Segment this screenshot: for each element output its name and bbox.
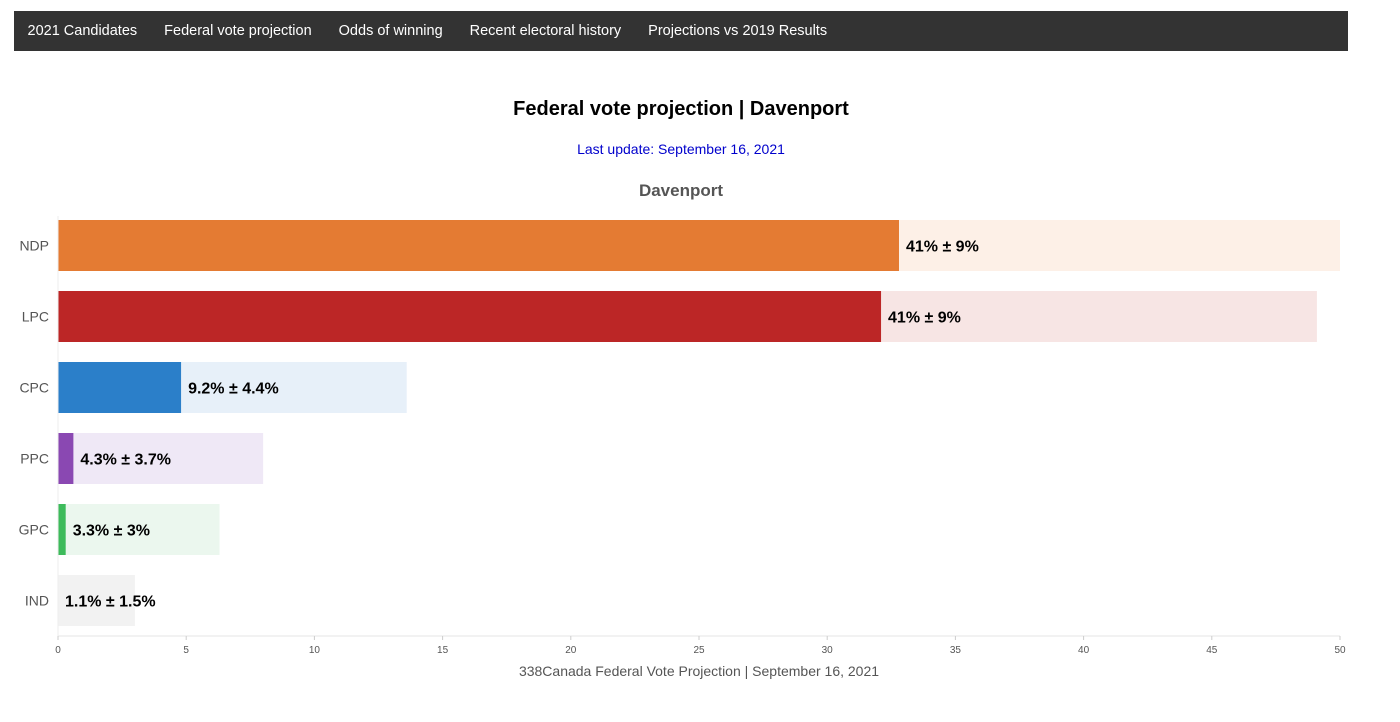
last-update: Last update: September 16, 2021 (577, 141, 785, 157)
value-bar-ppc (58, 433, 74, 484)
data-label-ind: 1.1% ± 1.5% (65, 594, 156, 611)
nav-projections-vs-2019[interactable]: Projections vs 2019 Results (648, 23, 828, 39)
category-label-cpc: CPC (19, 380, 49, 396)
page-title: Federal vote projection | Davenport (513, 98, 849, 120)
top-navbar: 2021 Candidates Federal vote projection … (14, 11, 1348, 51)
data-label-cpc: 9.2% ± 4.4% (188, 381, 279, 398)
value-bar-cpc (58, 362, 182, 413)
data-label-lpc: 41% ± 9% (888, 310, 961, 327)
range-bar-gpc (58, 504, 220, 555)
category-label-lpc: LPC (22, 309, 49, 325)
range-bar-ind (58, 575, 135, 626)
chart-title: Davenport (639, 181, 723, 200)
x-tick-label-50: 50 (1334, 645, 1346, 656)
x-tick-label-20: 20 (565, 645, 577, 656)
x-tick-label-40: 40 (1078, 645, 1090, 656)
data-label-ppc: 4.3% ± 3.7% (80, 452, 171, 469)
x-tick-label-10: 10 (309, 645, 321, 656)
x-tick-label-15: 15 (437, 645, 449, 656)
nav-federal-vote-projection[interactable]: Federal vote projection (164, 23, 312, 39)
data-label-gpc: 3.3% ± 3% (73, 523, 150, 540)
projection-chart: Davenport NDP 41% ± 9% LPC 41% ± 9% CPC 9.2% … (19, 181, 1346, 656)
x-tick-label-35: 35 (950, 645, 962, 656)
nav-recent-electoral-history[interactable]: Recent electoral history (469, 23, 622, 39)
category-label-ppc: PPC (20, 451, 49, 467)
chart-footer: 338Canada Federal Vote Projection | Sept… (518, 663, 880, 679)
value-bar-ndp (58, 220, 899, 271)
x-tick-label-0: 0 (55, 645, 61, 656)
category-label-ndp: NDP (19, 238, 49, 254)
x-tick-label-5: 5 (183, 645, 189, 656)
value-bar-gpc (58, 504, 66, 555)
x-tick-label-25: 25 (693, 645, 705, 656)
data-label-ndp: 41% ± 9% (906, 239, 979, 256)
nav-odds-of-winning[interactable]: Odds of winning (338, 23, 443, 39)
x-tick-label-45: 45 (1206, 645, 1218, 656)
category-label-gpc: GPC (19, 522, 49, 538)
category-label-ind: IND (25, 593, 49, 609)
x-tick-label-30: 30 (822, 645, 834, 656)
range-bar-ppc (58, 433, 264, 484)
nav-2021-candidates[interactable]: 2021 Candidates (27, 23, 138, 39)
value-bar-lpc (58, 291, 882, 342)
